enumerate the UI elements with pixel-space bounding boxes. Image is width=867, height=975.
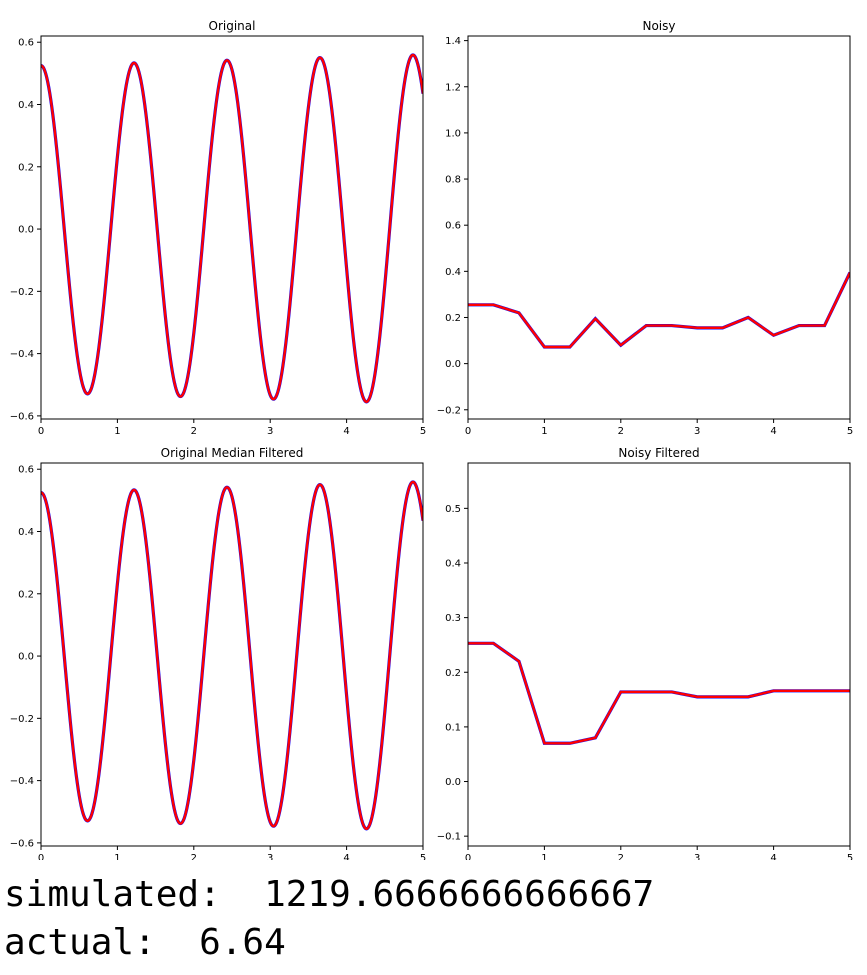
axes-frame xyxy=(467,35,851,420)
axes-frame xyxy=(467,462,851,847)
y-tick-label: 1.2 xyxy=(445,82,461,93)
x-tick-label: 5 xyxy=(420,853,426,860)
x-tick-label: 4 xyxy=(343,853,349,860)
y-tick-label: 0.8 xyxy=(445,175,461,186)
subplot-1: Original 0 1 2 3 4 5 −0.6 −0.4 −0.2 0.0 0.2 0.4 0.6 xyxy=(10,19,426,437)
y-tick-label: 0.6 xyxy=(18,38,34,49)
y-tick-label: 1.4 xyxy=(445,36,461,47)
axes-frame xyxy=(40,462,424,847)
series-blue-line xyxy=(468,271,850,349)
y-tick-label: 0.2 xyxy=(445,668,461,679)
y-tick-label: −0.2 xyxy=(10,714,34,725)
x-tick-label: 0 xyxy=(38,853,44,860)
y-tick-label: −0.2 xyxy=(10,287,34,298)
y-tick-label: 0.6 xyxy=(445,221,461,232)
y-tick-label: −0.1 xyxy=(437,832,461,843)
y-tick-label: 0.5 xyxy=(445,504,461,515)
x-tick-label: 3 xyxy=(267,853,273,860)
x-tick-label: 0 xyxy=(38,426,44,437)
subplot-2: Noisy 0 1 2 3 4 5 −0.2 0.0 0.2 0.4 0.6 0.8 1.0 1.2 1.4 xyxy=(437,19,853,437)
axes-frame xyxy=(40,35,424,420)
x-tick-label: 4 xyxy=(770,426,776,437)
y-tick-label: 0.0 xyxy=(18,225,34,236)
x-tick-label: 4 xyxy=(770,853,776,860)
series-red-line xyxy=(468,642,850,745)
x-tick-label: 2 xyxy=(191,426,197,437)
subplot-4: Noisy Filtered 0 1 2 3 4 5 −0.1 0.0 0.1 0.2 0.3 0.4 0… xyxy=(437,446,853,860)
subplot-3: Original Median Filtered 0 1 2 3 4 5 −0.6 −0.4 −0… xyxy=(10,446,426,860)
series-red-line xyxy=(41,53,423,404)
x-tick-label: 5 xyxy=(420,426,426,437)
x-tick-label: 2 xyxy=(191,853,197,860)
y-tick-label: 0.4 xyxy=(445,558,461,569)
x-tick-label: 1 xyxy=(541,426,547,437)
y-tick-label: −0.6 xyxy=(10,838,34,849)
subplot-title: Original Median Filtered xyxy=(161,446,304,460)
x-tick-label: 3 xyxy=(694,853,700,860)
y-tick-label: 0.0 xyxy=(18,652,34,663)
x-tick-label: 5 xyxy=(847,426,853,437)
x-tick-label: 1 xyxy=(114,426,120,437)
subplot-title: Original xyxy=(209,19,256,33)
series-red-line xyxy=(41,480,423,831)
simulated-readout: simulated: 1219.6666666666667 xyxy=(4,874,655,915)
series-red-line xyxy=(468,271,850,349)
y-tick-label: 0.1 xyxy=(445,722,461,733)
y-tick-label: 0.4 xyxy=(18,100,34,111)
y-tick-label: 0.6 xyxy=(18,465,34,476)
y-tick-label: 0.2 xyxy=(445,313,461,324)
subplot-title: Noisy xyxy=(642,19,675,33)
y-tick-label: 0.0 xyxy=(445,777,461,788)
y-tick-label: −0.6 xyxy=(10,411,34,422)
x-tick-label: 4 xyxy=(343,426,349,437)
subplot-title: Noisy Filtered xyxy=(618,446,699,460)
y-tick-label: 0.4 xyxy=(445,267,461,278)
y-tick-label: −0.4 xyxy=(10,776,34,787)
y-tick-label: 0.3 xyxy=(445,613,461,624)
x-tick-label: 0 xyxy=(465,853,471,860)
x-tick-label: 2 xyxy=(618,426,624,437)
y-tick-label: 0.2 xyxy=(18,589,34,600)
y-tick-label: 0.0 xyxy=(445,359,461,370)
x-tick-label: 1 xyxy=(541,853,547,860)
y-tick-label: 1.0 xyxy=(445,128,461,139)
y-tick-label: 0.4 xyxy=(18,527,34,538)
y-tick-label: 0.2 xyxy=(18,162,34,173)
x-tick-label: 5 xyxy=(847,853,853,860)
x-tick-label: 3 xyxy=(694,426,700,437)
x-tick-label: 3 xyxy=(267,426,273,437)
y-tick-label: −0.2 xyxy=(437,405,461,416)
x-tick-label: 0 xyxy=(465,426,471,437)
series-blue-line xyxy=(468,641,850,745)
x-tick-label: 2 xyxy=(618,853,624,860)
y-tick-label: −0.4 xyxy=(10,349,34,360)
actual-readout: actual: 6.64 xyxy=(4,922,286,963)
x-tick-label: 1 xyxy=(114,853,120,860)
